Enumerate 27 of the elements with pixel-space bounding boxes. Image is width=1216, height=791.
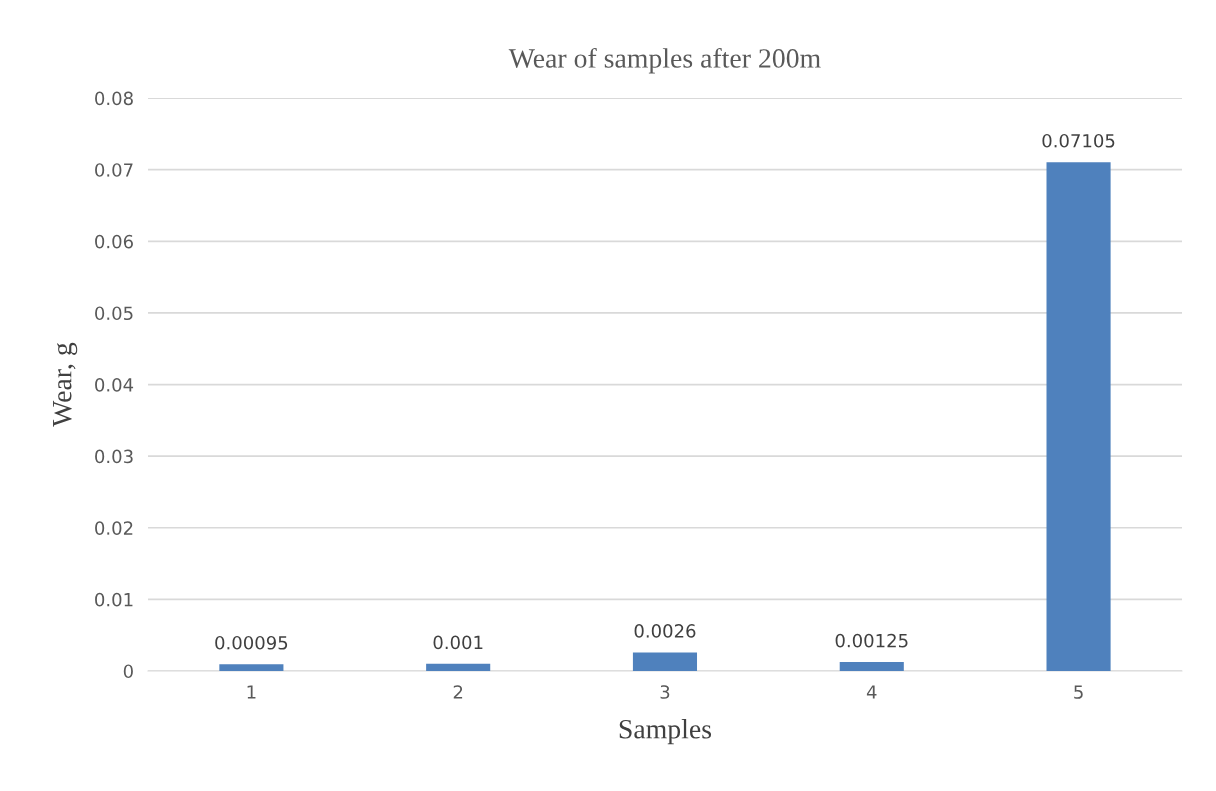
y-tick-label: 0.03 bbox=[95, 449, 133, 464]
y-axis-title: Wear, g bbox=[53, 342, 78, 427]
chart-title: Wear of samples after 200m bbox=[508, 47, 821, 74]
x-tick-label: 2 bbox=[453, 685, 463, 699]
bar bbox=[219, 664, 284, 671]
data-label: 0.07105 bbox=[1042, 133, 1115, 148]
x-axis-title: Samples bbox=[619, 719, 712, 745]
y-tick-label: 0.08 bbox=[95, 91, 133, 106]
bar bbox=[632, 652, 698, 671]
bar bbox=[1046, 162, 1111, 671]
x-tick-label: 3 bbox=[660, 685, 670, 699]
x-tick-label: 5 bbox=[1074, 685, 1083, 699]
data-label: 0.0026 bbox=[634, 624, 696, 638]
y-tick-label: 0.01 bbox=[95, 592, 133, 607]
data-label: 0.00125 bbox=[835, 633, 908, 648]
y-tick-label: 0.06 bbox=[95, 234, 133, 249]
data-label: 0.00095 bbox=[215, 635, 288, 650]
bar bbox=[426, 663, 491, 671]
x-tick-label: 1 bbox=[247, 685, 256, 699]
y-tick-label: 0 bbox=[123, 664, 133, 679]
data-label: 0.001 bbox=[433, 635, 483, 650]
y-tick-label: 0.07 bbox=[95, 163, 133, 177]
y-tick-label: 0.02 bbox=[95, 521, 133, 535]
x-tick-label: 4 bbox=[866, 685, 877, 699]
bar bbox=[839, 662, 904, 671]
y-tick-label: 0.04 bbox=[95, 378, 134, 392]
y-tick-label: 0.05 bbox=[95, 306, 133, 321]
